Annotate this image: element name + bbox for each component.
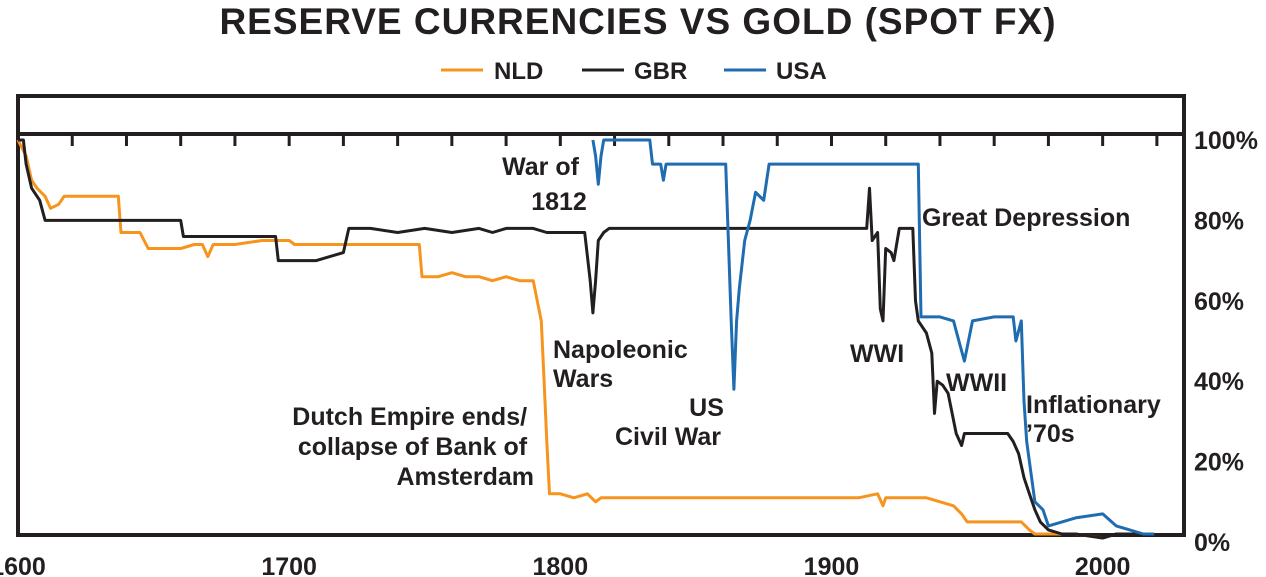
annotation-inflationary-70s: Inflationary ’70s: [1026, 391, 1168, 448]
legend-label-nld: NLD: [494, 58, 543, 85]
x-tick-labels: 1600 1700 1800 1900 2000: [0, 553, 1130, 577]
series-line-gbr: [18, 138, 1144, 540]
y-tick-label: 0%: [1194, 529, 1230, 557]
annotation-great-depression: Great Depression: [922, 204, 1130, 232]
annotation-us-civil-war: US Civil War: [615, 394, 731, 451]
annotation-wwi: WWI: [850, 340, 904, 368]
series-line-usa: [591, 138, 1155, 536]
chart-title: RESERVE CURRENCIES VS GOLD (SPOT FX): [219, 1, 1056, 42]
x-ticks: [70, 134, 1159, 146]
annotation-war-of-1812: War of 1812: [502, 153, 587, 216]
annotations: War of 1812 Great Depression Napoleonic …: [292, 153, 1168, 491]
legend-label-gbr: GBR: [634, 58, 687, 85]
y-tick-label: 40%: [1194, 368, 1244, 396]
y-tick-label: 80%: [1194, 207, 1244, 235]
y-tick-label: 60%: [1194, 288, 1244, 316]
series-line-nld: [16, 139, 1103, 540]
plot-border: [16, 94, 1186, 537]
x-tick-label: 2000: [1075, 553, 1131, 577]
x-tick-label: 1600: [0, 553, 46, 577]
x-tick-label: 1800: [533, 553, 589, 577]
annotation-dutch-empire: Dutch Empire ends/ collapse of Bank of A…: [292, 403, 534, 491]
series-lines: [16, 138, 1155, 540]
legend-label-usa: USA: [776, 58, 827, 85]
legend: NLD GBR USA: [441, 58, 827, 85]
x-tick-label: 1700: [261, 553, 317, 577]
y-tick-label: 100%: [1194, 127, 1258, 155]
plot-frame: [16, 94, 1186, 537]
annotation-wwii: WWII: [946, 369, 1007, 397]
y-tick-labels: 0% 20% 40% 60% 80% 100%: [1194, 127, 1258, 557]
x-tick-label: 1900: [804, 553, 860, 577]
annotation-napoleonic-wars: Napoleonic Wars: [553, 336, 695, 393]
y-tick-label: 20%: [1194, 449, 1244, 477]
